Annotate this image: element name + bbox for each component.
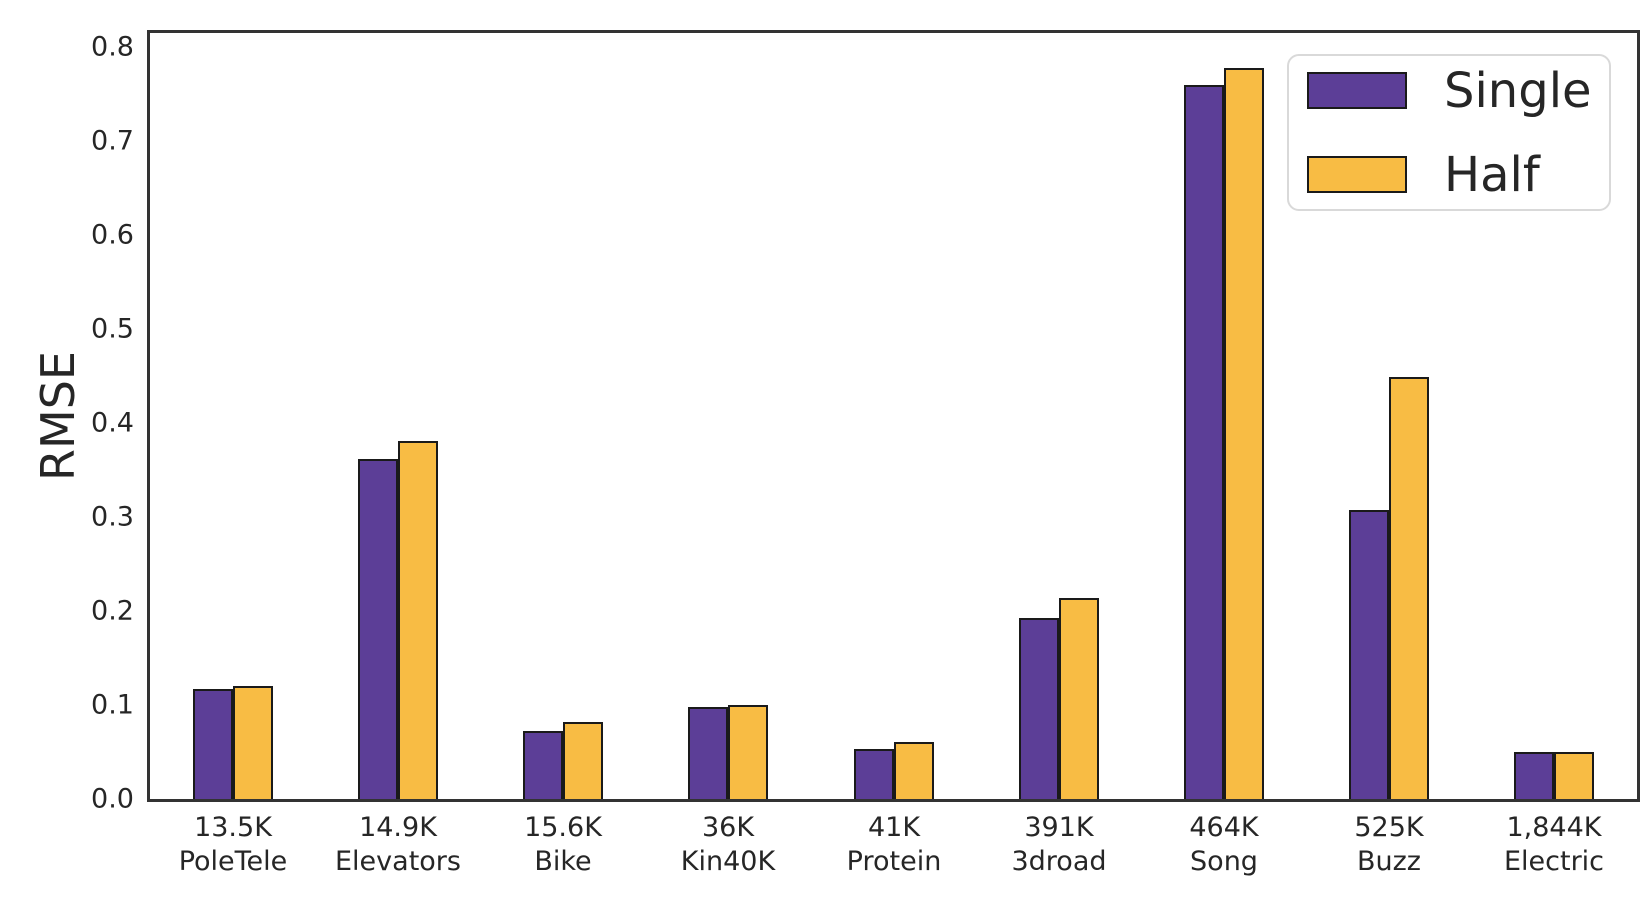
bar-half-poletele [233,686,273,799]
bar-half-protein [894,742,934,799]
legend-swatch-half [1307,156,1407,193]
x-tick-dataset: Elevators [335,846,461,878]
y-tick-label: 0.5 [91,313,134,345]
y-tick-label: 0.3 [91,501,134,533]
x-tick-label-buzz: 525K Buzz [1294,811,1484,879]
y-tick-label: 0.8 [91,31,134,63]
x-tick-size: 15.6K [524,812,602,843]
bar-single-3droad [1019,618,1059,799]
legend-swatch-single [1307,72,1407,109]
x-tick-dataset: Bike [534,846,592,878]
y-tick-label: 0.7 [91,125,134,157]
x-tick-size: 391K [1024,812,1094,843]
x-tick-label-3droad: 391K 3droad [964,811,1154,879]
bar-single-buzz [1349,510,1389,799]
x-tick-dataset: PoleTele [178,846,288,878]
x-tick-label-song: 464K Song [1129,811,1319,879]
x-tick-size: 464K [1189,812,1259,843]
y-tick-label: 0.6 [91,219,134,251]
x-tick-dataset: 3droad [1011,846,1107,878]
x-tick-size: 36K [701,812,755,843]
bar-half-song [1224,68,1264,799]
bar-half-elevators [398,441,438,799]
x-tick-label-elevators: 14.9K Elevators [303,811,493,879]
x-tick-label-electric: 1,844K Electric [1459,811,1648,879]
x-tick-label-protein: 41K Protein [799,811,989,879]
legend: Single Half [1287,54,1611,211]
legend-label-half: Half [1444,146,1540,203]
x-tick-label-bike: 15.6K Bike [468,811,658,879]
bar-single-elevators [358,459,398,799]
legend-row-single: Single [1307,67,1609,115]
y-tick-label: 0.1 [91,689,134,721]
legend-row-half: Half [1307,151,1609,199]
bar-single-song [1184,85,1224,799]
x-tick-size: 13.5K [194,812,272,843]
bar-single-kin40k [688,707,728,799]
y-tick-label: 0.0 [91,783,134,815]
x-tick-dataset: Song [1190,846,1258,878]
y-tick-label: 0.2 [91,595,134,627]
x-tick-size: 525K [1354,812,1424,843]
bar-single-bike [523,731,563,799]
bar-single-poletele [193,689,233,799]
bar-half-kin40k [728,705,768,799]
x-tick-label-poletele: 13.5K PoleTele [138,811,328,879]
x-tick-size: 41K [867,812,921,843]
x-tick-size: 1,844K [1506,812,1602,843]
bar-half-bike [563,722,603,799]
legend-label-single: Single [1444,62,1592,119]
bar-half-electric [1554,752,1594,799]
bar-single-electric [1514,752,1554,799]
x-tick-dataset: Protein [846,846,942,878]
y-tick-label: 0.4 [91,407,134,439]
bar-half-buzz [1389,377,1429,799]
x-tick-dataset: Buzz [1357,846,1421,878]
x-tick-label-kin40k: 36K Kin40K [633,811,823,879]
x-tick-dataset: Kin40K [680,846,776,878]
x-tick-size: 14.9K [359,812,437,843]
bar-half-3droad [1059,598,1099,799]
x-tick-dataset: Electric [1503,846,1605,878]
bar-single-protein [854,749,894,799]
